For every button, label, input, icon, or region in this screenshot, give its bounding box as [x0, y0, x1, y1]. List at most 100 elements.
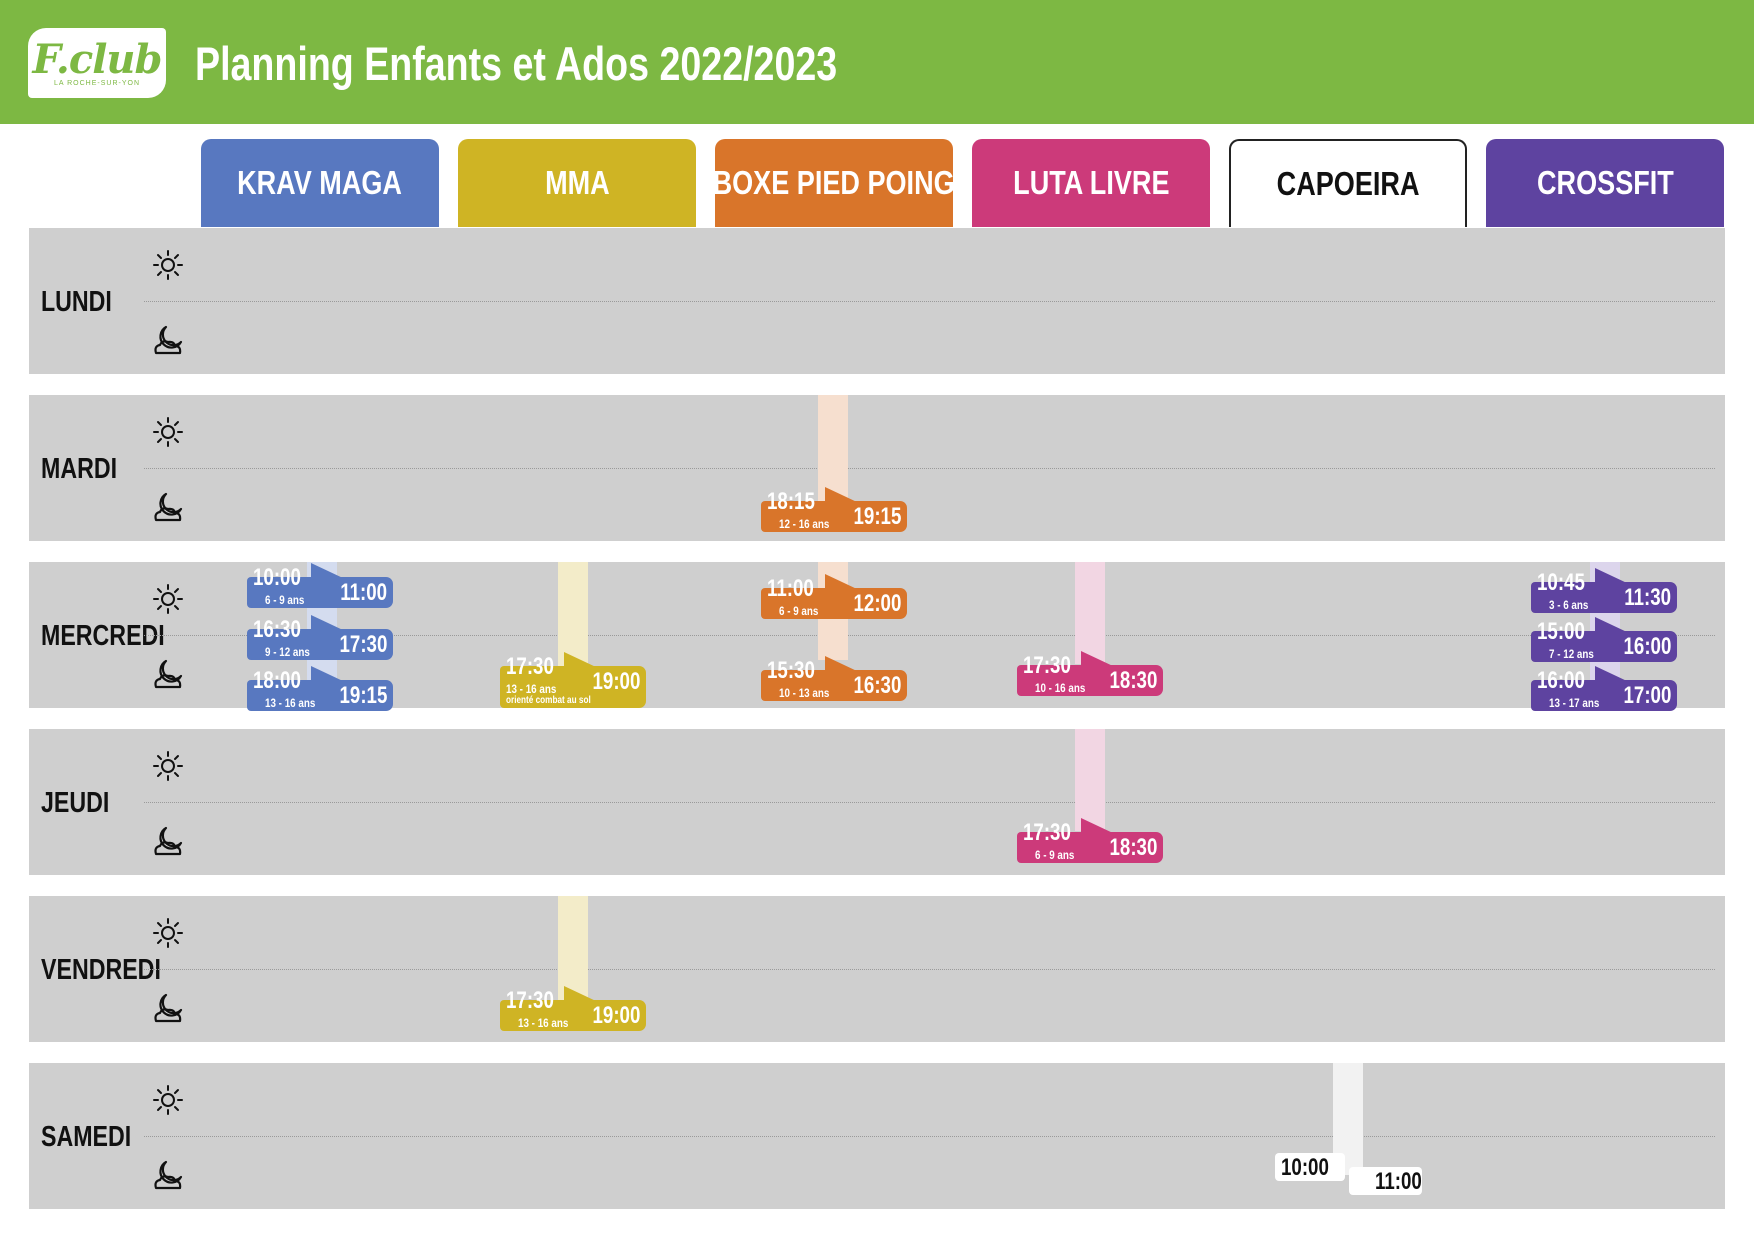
session-ages: 3 - 6 ans — [1549, 598, 1589, 612]
logo-text: F.club — [32, 36, 163, 83]
session-end: 12:00 — [853, 590, 901, 617]
page-title: Planning Enfants et Ados 2022/2023 — [195, 37, 838, 90]
session-end: 19:15 — [339, 682, 387, 709]
session-end: 18:30 — [1109, 667, 1157, 694]
session-ages: 13 - 17 ans — [1549, 696, 1600, 710]
sport-label: CAPOEIRA — [1276, 165, 1420, 202]
session-start: 10:00 — [253, 564, 301, 591]
sport-header-krav-maga: KRAV MAGA — [201, 139, 439, 227]
row-divider — [144, 802, 1715, 803]
session-ages: 13 - 16 ans — [506, 682, 557, 696]
session-ages: 7 - 12 ans — [1549, 647, 1594, 661]
session-start: 16:30 — [253, 616, 301, 643]
session-end: 11:30 — [1624, 584, 1671, 611]
session-start: 18:00 — [253, 667, 301, 694]
row-divider — [144, 635, 1715, 636]
session-start: 16:00 — [1537, 667, 1585, 694]
session-start: 17:30 — [1023, 652, 1071, 679]
sport-label: KRAV MAGA — [237, 164, 403, 201]
session-card: 17:30 10 - 16 ans 18:30 — [1017, 651, 1163, 696]
session-start: 10:45 — [1537, 569, 1585, 596]
session-end: 19:00 — [592, 668, 640, 695]
session-ages: 12 - 16 ans — [779, 517, 830, 531]
sun-icon — [153, 584, 183, 614]
session-start: 15:00 — [1537, 618, 1585, 645]
sun-icon — [153, 1085, 183, 1115]
sun-icon — [153, 250, 183, 280]
row-divider — [144, 1136, 1715, 1137]
session-start: 17:30 — [506, 653, 554, 680]
session-ages: 13 - 16 ans — [265, 696, 316, 710]
sport-header-capoeira: CAPOEIRA — [1229, 139, 1467, 227]
header-bar: F.club LA ROCHE-SUR-YON Planning Enfants… — [0, 0, 1754, 124]
moon-cloud-icon — [154, 993, 183, 1023]
session-end: 16:00 — [1623, 633, 1671, 660]
session-ages: 10 - 16 ans — [1035, 681, 1086, 695]
session-card: 15:30 10 - 13 ans 16:30 — [761, 656, 907, 701]
session-card: 16:30 9 - 12 ans 17:30 — [247, 615, 393, 660]
timeline-stem — [558, 562, 588, 666]
sport-label: BOXE PIED POING — [712, 164, 956, 201]
session-start: 10:00 — [1281, 1154, 1329, 1181]
row-divider — [144, 301, 1715, 302]
session-start-box: 10:00 — [1275, 1153, 1345, 1181]
moon-cloud-icon — [154, 1160, 183, 1190]
session-start: 17:30 — [506, 987, 554, 1014]
row-divider — [144, 969, 1715, 970]
sport-label: CROSSFIT — [1536, 164, 1674, 201]
day-row-jeudi: JEUDI — [29, 729, 1725, 875]
session-note: orienté combat au sol — [506, 695, 591, 706]
session-card: 11:00 6 - 9 ans 12:00 — [761, 574, 907, 619]
session-ages: 13 - 16 ans — [518, 1016, 569, 1030]
sun-icon — [153, 751, 183, 781]
day-row-vendredi: VENDREDI — [29, 896, 1725, 1042]
session-card: 17:30 13 - 16 ans 19:00 — [500, 986, 646, 1031]
club-logo: F.club LA ROCHE-SUR-YON — [28, 28, 166, 98]
sun-icon — [153, 918, 183, 948]
session-end: 19:15 — [853, 503, 901, 530]
session-end: 17:00 — [1623, 682, 1671, 709]
session-ages: 10 - 13 ans — [779, 686, 830, 700]
moon-cloud-icon — [154, 659, 183, 689]
session-end: 11:00 — [1375, 1168, 1422, 1195]
day-label: MERCREDI — [41, 620, 165, 652]
session-ages: 6 - 9 ans — [1035, 848, 1075, 862]
moon-cloud-icon — [154, 492, 183, 522]
session-start: 18:15 — [767, 488, 815, 515]
sport-header-luta-livre: LUTA LIVRE — [972, 139, 1210, 227]
day-label: JEUDI — [41, 787, 110, 819]
sport-label: MMA — [544, 164, 610, 201]
day-row-lundi: LUNDI — [29, 228, 1725, 374]
moon-cloud-icon — [154, 826, 183, 856]
session-ages: 6 - 9 ans — [779, 604, 819, 618]
sun-icon — [153, 417, 183, 447]
session-start: 15:30 — [767, 657, 815, 684]
sport-label: LUTA LIVRE — [1012, 164, 1170, 201]
session-end: 16:30 — [853, 672, 901, 699]
session-end: 11:00 — [340, 579, 387, 606]
session-card: 10:00 6 - 9 ans 11:00 — [247, 563, 393, 608]
timeline-stem — [558, 896, 588, 1000]
day-label: MARDI — [41, 453, 118, 485]
session-end: 19:00 — [592, 1002, 640, 1029]
sport-header-boxe-pied-poing: BOXE PIED POING — [712, 139, 956, 227]
day-row-samedi: SAMEDI — [29, 1063, 1725, 1209]
sport-header-crossfit: CROSSFIT — [1486, 139, 1724, 227]
session-card: 16:00 13 - 17 ans 17:00 — [1531, 666, 1677, 711]
session-end: 18:30 — [1109, 834, 1157, 861]
session-end-box: 11:00 — [1349, 1167, 1422, 1195]
timeline-stem — [1075, 562, 1105, 664]
timeline-stem — [818, 395, 848, 503]
session-start: 11:00 — [767, 575, 814, 602]
session-card: 15:00 7 - 12 ans 16:00 — [1531, 617, 1677, 662]
timeline-stem — [1075, 729, 1105, 831]
moon-cloud-icon — [154, 325, 183, 355]
logo-subtitle: LA ROCHE-SUR-YON — [53, 80, 140, 87]
row-divider — [144, 468, 1715, 469]
day-label: LUNDI — [41, 286, 112, 318]
session-start: 17:30 — [1023, 819, 1071, 846]
session-card: 10:45 3 - 6 ans 11:30 — [1531, 568, 1677, 613]
sport-header-mma: MMA — [458, 139, 696, 227]
session-card: 18:00 13 - 16 ans 19:15 — [247, 666, 393, 711]
session-card: 17:30 13 - 16 ans orienté combat au sol … — [500, 652, 646, 708]
